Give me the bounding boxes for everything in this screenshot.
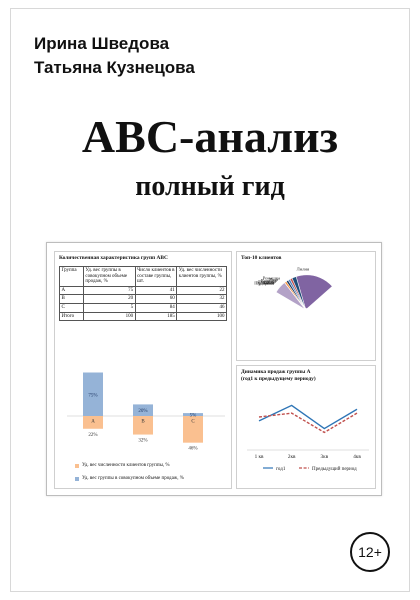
legend-label: Уд. вес численности клиентов группы, % xyxy=(82,463,170,468)
bar-client-share xyxy=(183,416,203,443)
bar-data-label: 5% xyxy=(190,414,197,419)
line-tick-label: 3кв xyxy=(321,454,329,460)
pie-slice-label: Лилия xyxy=(297,267,310,272)
table-cell: 5 xyxy=(82,302,136,313)
abc-bar-chart: 75% A 22% 20% B 32% 5%C 46% xyxy=(67,372,225,452)
legend-swatch xyxy=(75,476,79,481)
table-cell: B xyxy=(59,294,84,304)
line-legend-label: Предыдущий период xyxy=(312,467,357,472)
line-chart-subtitle: (год1 к предыдущему периоду) xyxy=(241,376,316,382)
pie-slice-label: Василек xyxy=(261,278,278,283)
table-title: Количественная характеристика групп АВС xyxy=(59,255,168,261)
top10-pie-chart: Лилия РомашкаРозаВасилекГвоздикаМакПионГе… xyxy=(254,267,333,311)
table-cell: 185 xyxy=(134,311,178,322)
bar-legend-item: Уд. вес группы в совокупном объеме прода… xyxy=(75,476,184,481)
table-header-cell: Уд. вес численности клиентов группы, % xyxy=(176,266,227,287)
table-cell: 32 xyxy=(176,294,227,304)
line-tick-label: 4кв xyxy=(353,454,361,460)
pie-slice-label: Гортензия xyxy=(254,281,275,286)
table-row: Итого 100 185 100 xyxy=(59,311,227,322)
abc-table: Группа Уд. вес группы в совокупном объем… xyxy=(59,266,227,322)
bar-client-share xyxy=(133,416,153,435)
table-header-cell: Группа xyxy=(59,266,84,287)
line-chart-box: Динамика продаж группы А (год1 к предыду… xyxy=(236,365,376,489)
bar-sales-share xyxy=(133,404,153,416)
table-row: C 5 84 46 xyxy=(59,302,227,313)
line-series xyxy=(258,404,358,430)
table-cell: 46 xyxy=(176,302,227,313)
bar-legend-item: Уд. вес численности клиентов группы, % xyxy=(75,463,170,468)
pie-slice-label: Пион xyxy=(263,281,274,286)
table-header-cell: Уд. вес группы в совокупном объеме прода… xyxy=(82,266,136,287)
table-cell: 41 xyxy=(134,285,178,296)
sales-line-chart: 1 кв 2кв 3кв 4кв год1 Предыдущий период xyxy=(247,404,369,472)
line-legend-label: год1 xyxy=(276,467,286,472)
bar-data-label: 32% xyxy=(138,439,147,444)
book-title: АВС-анализ xyxy=(81,111,339,162)
line-tick-label: 2кв xyxy=(288,454,296,460)
bar-category-label: A xyxy=(91,420,95,425)
table-header-row: Группа Уд. вес группы в совокупном объем… xyxy=(59,266,227,287)
legend-swatch xyxy=(75,463,79,468)
bar-data-label: 22% xyxy=(88,433,97,438)
bar-category-label: B xyxy=(141,420,145,425)
author-name: Ирина Шведова xyxy=(34,34,170,53)
table-cell: 20 xyxy=(82,294,136,304)
bar-category-label: C xyxy=(191,420,195,425)
table-cell: A xyxy=(59,285,84,296)
line-chart-title: Динамика продаж группы А xyxy=(241,369,311,375)
table-cell: 100 xyxy=(176,311,227,322)
table-header-cell: Число клиентов в составе группы, шт. xyxy=(134,266,178,287)
authors: Ирина Шведова Татьяна Кузнецова xyxy=(34,32,195,80)
legend-label: Уд. вес группы в совокупном объеме прода… xyxy=(82,476,184,481)
pie-slice-label: Мак xyxy=(267,280,276,285)
pie-slice-label: Ромашка xyxy=(263,275,280,280)
table-cell: 22 xyxy=(176,285,227,296)
pie-slice-label: Георгин xyxy=(258,281,274,286)
pie-slice xyxy=(275,282,306,310)
pie-slice-label: Рудбекия xyxy=(256,281,275,286)
table-cell: Итого xyxy=(59,311,84,322)
pie-chart-title: Топ-10 клиентов xyxy=(241,255,282,261)
bar-sales-share xyxy=(83,372,103,416)
bar-data-label: 75% xyxy=(88,393,97,398)
line-series xyxy=(258,412,358,434)
bar-data-label: 20% xyxy=(138,409,147,414)
table-cell: 100 xyxy=(82,311,136,322)
pie-slice-label: Роза xyxy=(269,277,278,282)
age-rating-badge: 12+ xyxy=(350,532,390,572)
table-cell: C xyxy=(59,302,84,313)
bar-sales-share xyxy=(183,413,203,416)
table-cell: 60 xyxy=(134,294,178,304)
table-cell: 75 xyxy=(82,285,136,296)
table-row: B 20 60 32 xyxy=(59,294,227,304)
bar-data-label: 46% xyxy=(188,447,197,452)
bar-client-share xyxy=(83,416,103,429)
charts-panel: Количественная характеристика групп АВС … xyxy=(46,242,382,496)
book-subtitle: полный гид xyxy=(135,171,285,202)
pie-chart-box: Топ-10 клиентов Лилия Ромашка Роза Василек Г… xyxy=(236,251,376,361)
pie-slice-label: Гвоздика xyxy=(258,279,276,284)
author-name: Татьяна Кузнецова xyxy=(34,58,195,77)
abc-table-chart-box: Количественная характеристика групп АВС … xyxy=(54,251,232,489)
table-cell: 84 xyxy=(134,302,178,313)
line-tick-label: 1 кв xyxy=(255,454,264,460)
table-row: A 75 41 22 xyxy=(59,285,227,296)
